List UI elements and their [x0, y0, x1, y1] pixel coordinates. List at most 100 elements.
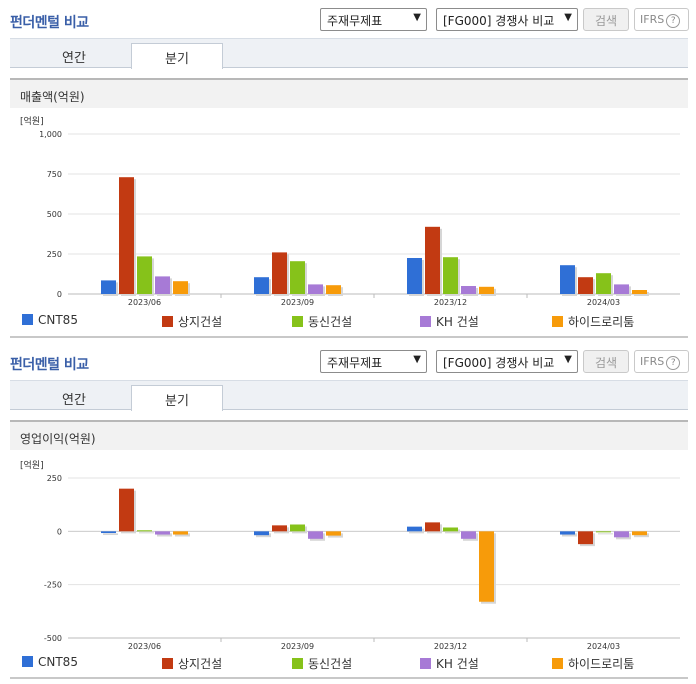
bar[interactable] [407, 258, 422, 294]
search-button[interactable]: 검색 [583, 350, 629, 373]
x-tick-label: 2023/06 [128, 298, 161, 307]
bar[interactable] [101, 531, 116, 534]
legend-label: 상지건설 [178, 657, 223, 671]
chevron-down-icon: ▼ [564, 354, 572, 365]
ifrs-label: IFRS [640, 13, 665, 26]
bar[interactable] [425, 226, 440, 294]
legend-item[interactable]: 상지건설 [162, 655, 222, 671]
bar[interactable] [578, 277, 593, 294]
x-tick-label: 2023/06 [128, 642, 161, 650]
y-unit-label: [억원] [20, 115, 44, 127]
bar[interactable] [407, 526, 422, 532]
legend-swatch [162, 658, 173, 669]
bar[interactable] [155, 276, 170, 294]
panel-title: 펀더멘털 비교 [10, 15, 89, 31]
bar[interactable] [254, 277, 269, 294]
chart-area: [억원] 0 250 500 750 1,000 2023/06 2023/09 2023/12… [10, 108, 688, 308]
legend-item[interactable]: 동신건설 [292, 655, 352, 671]
bar[interactable] [290, 524, 305, 532]
bar[interactable] [560, 531, 575, 535]
y-tick-label: 1,000 [39, 130, 62, 139]
bar[interactable] [308, 284, 323, 294]
legend-item[interactable]: 하이드로리툼 [552, 655, 634, 671]
bar[interactable] [479, 531, 494, 602]
revenue-chart: [억원] 0 250 500 750 1,000 2023/06 2023/09 2023/12… [20, 115, 680, 307]
bar[interactable] [479, 286, 494, 294]
bar[interactable] [101, 280, 116, 294]
legend-item[interactable]: 상지건설 [162, 313, 222, 329]
legend-item[interactable]: 동신건설 [292, 313, 352, 329]
bar[interactable] [308, 531, 323, 539]
y-tick-label: 0 [57, 290, 62, 299]
legend-item[interactable]: CNT85 [22, 655, 78, 671]
period-tabs: 연간 분기 [10, 38, 688, 69]
bar-shadow [175, 533, 190, 537]
y-tick-label: 0 [57, 527, 62, 536]
legend-swatch [292, 658, 303, 669]
legend-item[interactable]: KH 건설 [420, 313, 479, 329]
legend-item[interactable]: 하이드로리툼 [552, 313, 634, 329]
bar-shadow [139, 532, 154, 534]
bar[interactable] [443, 257, 458, 294]
bar[interactable] [326, 531, 341, 536]
legend-swatch [420, 316, 431, 327]
search-button[interactable]: 검색 [583, 8, 629, 31]
tab-annual[interactable]: 연간 [62, 393, 86, 408]
bar[interactable] [632, 531, 647, 536]
legend-label: 하이드로리툼 [568, 315, 635, 329]
help-icon: ? [666, 14, 681, 28]
legend-item[interactable]: CNT85 [22, 313, 78, 329]
operating-income-chart: [억원] -500 -250 0 250 2023/06 2023/09 2023/12 202… [20, 459, 680, 650]
bar[interactable] [443, 527, 458, 532]
bar[interactable] [119, 177, 134, 294]
bar-shadow [157, 533, 172, 537]
legend-label: 하이드로리툼 [568, 657, 635, 671]
legend-label: KH 건설 [436, 315, 479, 329]
bar-shadow [634, 533, 649, 538]
x-tick-label: 2023/12 [434, 298, 467, 307]
ifrs-help-button[interactable]: IFRS? [634, 350, 689, 373]
tab-quarterly[interactable]: 분기 [131, 43, 223, 69]
bar[interactable] [614, 284, 629, 294]
fundamental-panel-revenue: 펀더멘털 비교 주재무제표 ▼ [FG000] 경쟁사 비교 ▼ 검색 IFRS… [0, 0, 696, 308]
x-tick-label: 2024/03 [587, 642, 620, 650]
bar[interactable] [596, 273, 611, 294]
bar[interactable] [326, 285, 341, 294]
statement-select[interactable]: 주재무제표 ▼ [320, 350, 427, 373]
bar[interactable] [272, 525, 287, 532]
tab-annual[interactable]: 연간 [62, 51, 86, 66]
bar[interactable] [173, 281, 188, 294]
bar[interactable] [254, 531, 269, 536]
legend-item[interactable]: KH 건설 [420, 655, 479, 671]
bar[interactable] [461, 286, 476, 294]
bar[interactable] [290, 261, 305, 294]
bar[interactable] [578, 531, 593, 545]
peer-select[interactable]: [FG000] 경쟁사 비교 ▼ [436, 350, 578, 373]
x-tick-label: 2023/09 [281, 298, 314, 307]
bar[interactable] [137, 256, 152, 294]
bar[interactable] [425, 522, 440, 532]
chevron-down-icon: ▼ [413, 354, 421, 365]
bar[interactable] [173, 531, 188, 535]
bar[interactable] [560, 265, 575, 294]
y-tick-label: 250 [47, 250, 62, 259]
legend-label: CNT85 [38, 655, 78, 669]
peer-select[interactable]: [FG000] 경쟁사 비교 ▼ [436, 8, 578, 31]
tab-quarterly[interactable]: 분기 [131, 385, 223, 411]
ifrs-label: IFRS [640, 355, 665, 368]
bar[interactable] [272, 252, 287, 294]
bar[interactable] [632, 290, 647, 294]
divider [10, 336, 688, 338]
bar[interactable] [596, 531, 611, 533]
ifrs-help-button[interactable]: IFRS? [634, 8, 689, 31]
legend-swatch [420, 658, 431, 669]
bar[interactable] [155, 531, 170, 535]
bar[interactable] [614, 531, 629, 538]
panel-header: 펀더멘털 비교 주재무제표 ▼ [FG000] 경쟁사 비교 ▼ 검색 IFRS… [0, 342, 696, 380]
help-icon: ? [666, 356, 681, 370]
bar[interactable] [119, 488, 134, 532]
bar[interactable] [461, 531, 476, 539]
y-tick-label: 750 [47, 170, 62, 179]
statement-select[interactable]: 주재무제표 ▼ [320, 8, 427, 31]
bar[interactable] [137, 530, 152, 532]
